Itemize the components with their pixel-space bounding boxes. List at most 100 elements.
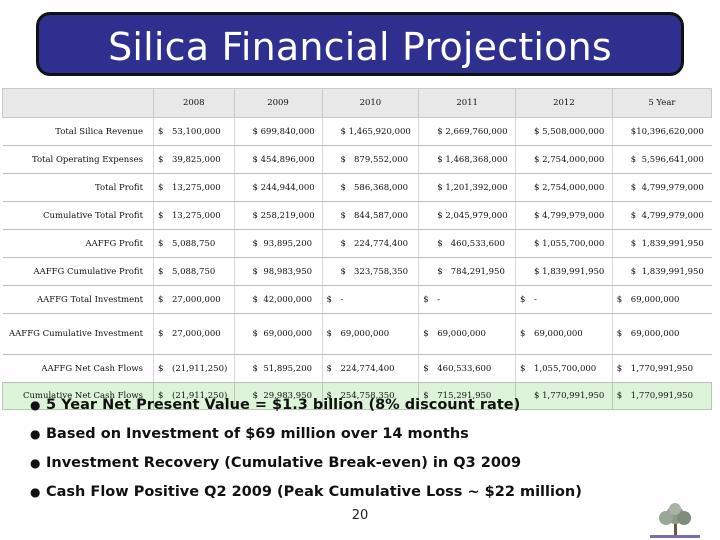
table-cell: $254,758,350 (321, 382, 420, 410)
table-cell: $460,533,600 (418, 354, 516, 383)
cell-value: - (340, 294, 344, 305)
table-row: AAFFG Cumulative Profit $5,088,750 $ 98,98… (2, 257, 712, 286)
col-header: 2012 (515, 88, 613, 118)
page-title: Silica Financial Projections (108, 25, 612, 69)
cell-value: $ 1,839,991,950 (534, 266, 605, 277)
cell-value: 27,000,000 (172, 294, 221, 305)
currency-symbol: $ (158, 182, 164, 193)
bullet-dot-icon: ● (30, 456, 41, 470)
table-cell: $ - (515, 285, 613, 314)
cell-value: $ 258,219,000 (252, 210, 315, 221)
table-cell: $ 2,045,979,000 (418, 201, 516, 230)
currency-symbol: $ (158, 238, 164, 249)
cell-value: $ 1,770,991,950 (534, 391, 605, 401)
row-label: AAFFG Cumulative Profit (2, 257, 154, 286)
table-cell: $ 69,000,000 (233, 313, 322, 355)
cell-value: 1,770,991,950 (630, 363, 693, 374)
table-row: AAFFG Profit $5,088,750 $ 93,895,200 $ 224,… (2, 229, 712, 258)
bullet-item: ● 5 Year Net Present Value = $1.3 billion… (30, 394, 710, 423)
table-cell: $13,275,000 (153, 173, 235, 202)
table-cell: $ 1,839,991,950 (611, 229, 712, 258)
table-cell: $ 699,840,000 (233, 117, 322, 146)
currency-symbol: $ (423, 329, 429, 339)
table-cell: $ - (418, 285, 516, 314)
table-cell: $ 784,291,950 (418, 257, 516, 286)
table-cell: $1,055,700,000 (515, 354, 613, 383)
cell-value: - (534, 294, 537, 305)
table-cell: $ 2,669,760,000 (418, 117, 516, 146)
currency-symbol: $ (423, 363, 429, 374)
row-label: AAFFG Profit (2, 229, 154, 258)
table-cell: $ 258,219,000 (233, 201, 322, 230)
cell-value: $ 4,799,979,000 (630, 210, 704, 221)
table-row: AAFFG Net Cash Flows $ (21,911,250) $ 51,89… (2, 354, 712, 383)
table-cell: $69,000,000 (611, 285, 712, 314)
cell-value: (21,911,250) (172, 391, 228, 401)
cell-value: $ 1,839,991,950 (630, 266, 704, 277)
cell-value: $ 51,895,200 (252, 363, 313, 374)
table-cell: $ 844,587,000 (321, 201, 419, 230)
row-label: Total Operating Expenses (2, 145, 154, 174)
table-cell: $ 98,983,950 (233, 257, 322, 286)
cell-value: 254,758,350 (340, 391, 395, 401)
col-header: 2008 (153, 88, 235, 118)
cell-value: $ 2,669,760,000 (437, 126, 508, 137)
bullet-text: Based on Investment of $69 million over … (46, 426, 469, 442)
cell-value: $ 4,799,979,000 (630, 182, 704, 193)
row-label: AAFFG Cumulative Investment (2, 313, 154, 355)
currency-symbol: $ (520, 329, 526, 339)
table-body: Total Silica Revenue $53,100,000 $ 699,840… (2, 117, 713, 410)
table-cell: $69,000,000 (418, 313, 516, 355)
cell-value: $ 2,754,000,000 (534, 182, 605, 193)
bullet-dot-icon: ● (30, 485, 41, 499)
cell-value: 69,000,000 (534, 329, 583, 339)
cell-value: 715,291,950 (437, 391, 492, 401)
table-cell: $ 1,055,700,000 (515, 229, 613, 258)
cell-value: $ 784,291,950 (437, 266, 505, 277)
table-cell: $ 586,368,000 (321, 173, 419, 202)
currency-symbol: $ (520, 294, 526, 305)
cell-value: 224,774,400 (340, 363, 395, 374)
currency-symbol: $ (616, 329, 623, 339)
table-cell: $ 5,508,000,000 (515, 117, 613, 146)
table-cell: $69,000,000 (611, 313, 712, 355)
page-number: 20 (351, 508, 369, 523)
title-banner: Silica Financial Projections (36, 12, 684, 76)
table-cell: $5,088,750 (153, 229, 235, 258)
row-label: Total Profit (2, 173, 154, 202)
cell-value: 53,100,000 (172, 126, 221, 137)
cell-value: $10,396,620,000 (630, 126, 704, 137)
cell-value: $ 69,000,000 (252, 329, 313, 339)
table-cell: $ 1,465,920,000 (321, 117, 419, 146)
table-row: Total Silica Revenue $53,100,000 $ 699,840… (2, 117, 712, 146)
currency-symbol: $ (520, 363, 526, 374)
bullet-dot-icon: ● (30, 398, 41, 412)
cell-value: 69,000,000 (340, 329, 390, 339)
table-cell: $ 4,799,979,000 (611, 201, 712, 230)
cell-value: (21,911,250) (172, 363, 228, 374)
cell-value: 5,088,750 (172, 266, 216, 277)
table-header-row: 2008 2009 2010 2011 2012 5 Year (2, 88, 713, 118)
table-row: Cumulative Total Profit $13,275,000 $ 258,… (2, 201, 712, 230)
currency-symbol: $ (158, 266, 164, 277)
currency-symbol: $ (158, 294, 164, 305)
table-cell: $1,770,991,950 (611, 382, 713, 410)
cell-value: $ 2,754,000,000 (534, 154, 605, 165)
table-cell: $ 4,799,979,000 (611, 173, 712, 202)
cell-value: 13,275,000 (172, 182, 221, 193)
table-cell: $ 1,839,991,950 (515, 257, 613, 286)
table-cell: $ 244,944,000 (233, 173, 322, 202)
table-row: AAFFG Cumulative Investment $27,000,000 $ … (2, 313, 712, 355)
col-header: 2010 (321, 88, 420, 118)
bullet-list: ● 5 Year Net Present Value = $1.3 billion… (30, 394, 710, 510)
currency-symbol: $ (158, 329, 164, 339)
table-cell: $ 51,895,200 (233, 354, 322, 383)
table-cell: $ 454,896,000 (233, 145, 322, 174)
header-blank (2, 88, 154, 118)
bullet-text: 5 Year Net Present Value = $1.3 billion … (46, 397, 521, 413)
table-cell: $27,000,000 (153, 313, 235, 355)
table-cell: $ 879,552,000 (321, 145, 419, 174)
bullet-text: Cash Flow Positive Q2 2009 (Peak Cumulat… (46, 484, 582, 500)
table-cell: $ 2,754,000,000 (515, 173, 613, 202)
currency-symbol: $ (326, 294, 332, 305)
